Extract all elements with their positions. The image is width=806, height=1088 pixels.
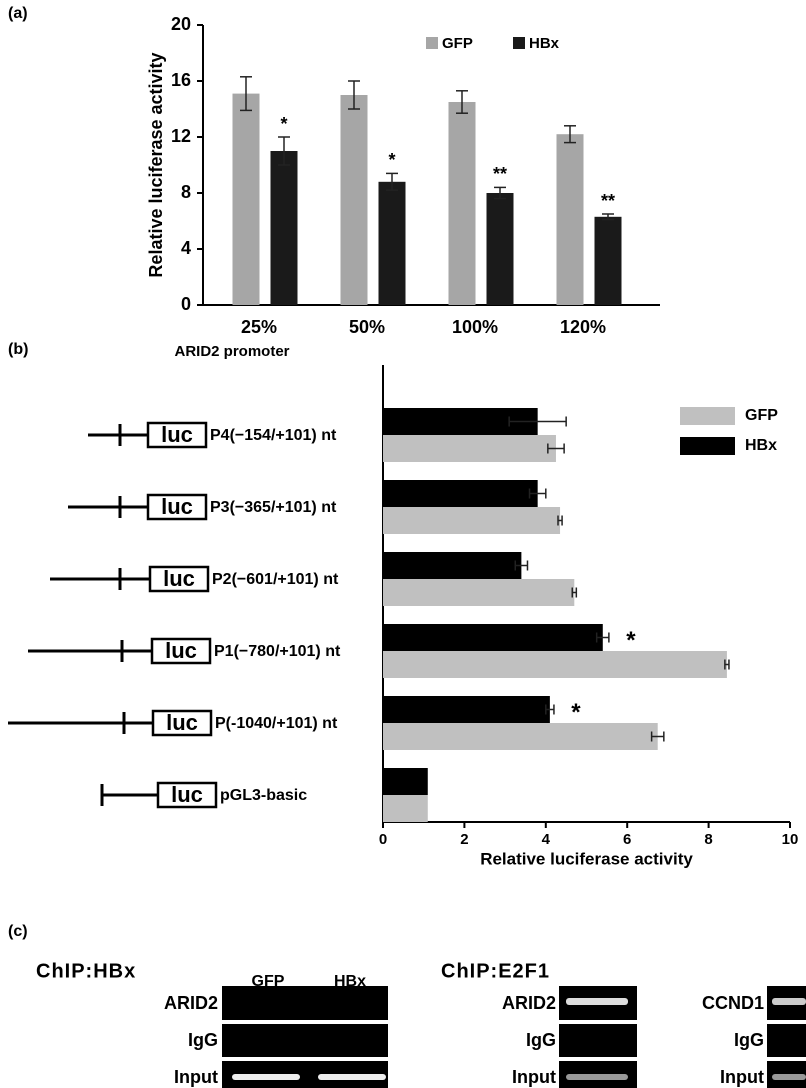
construct-label: luc <box>161 422 193 447</box>
annotation: * <box>280 114 287 134</box>
y-tick-label: P4(−154/+101) nt <box>210 427 337 444</box>
y-tick-label: 4 <box>181 238 191 258</box>
gel-band <box>772 998 806 1005</box>
bar <box>233 94 260 305</box>
y-tick-label: 16 <box>171 70 191 90</box>
x-tick-label: 10 <box>782 831 799 848</box>
construct-label: luc <box>166 710 198 735</box>
annotation: * <box>388 150 395 170</box>
y-tick-label: P2(−601/+101) nt <box>212 571 339 588</box>
bar <box>383 768 428 795</box>
annotation: * <box>626 627 636 654</box>
gel-row: IgG <box>188 1030 218 1050</box>
x-axis-label: Relative luciferase activity <box>480 849 693 868</box>
panel-label: (a) <box>8 5 28 22</box>
construct-label: luc <box>163 566 195 591</box>
x-tick-label: 25% <box>241 317 277 337</box>
gel-row: CCND1 <box>702 993 764 1013</box>
legend-swatch <box>426 37 438 49</box>
y-tick-label: P1(−780/+101) nt <box>214 643 341 660</box>
annotation: ** <box>493 164 507 184</box>
x-tick-label: 50% <box>349 317 385 337</box>
legend-label: GFP <box>745 407 778 424</box>
legend-label: GFP <box>442 35 473 52</box>
legend-label: HBx <box>745 437 777 454</box>
gel-title: ChIP:HBx <box>36 960 136 982</box>
y-tick-label: P(-1040/+101) nt <box>215 715 338 732</box>
gel-band <box>772 1074 806 1080</box>
gel-row: ARID2 <box>502 993 556 1013</box>
x-tick-label: 0 <box>379 831 387 848</box>
x-tick-label: 8 <box>704 831 712 848</box>
gel-band <box>566 998 628 1005</box>
y-tick-label: pGL3-basic <box>220 787 307 804</box>
bar <box>595 217 622 305</box>
bar <box>383 723 658 750</box>
y-tick-label: P3(−365/+101) nt <box>210 499 337 516</box>
construct-label: luc <box>171 782 203 807</box>
x-tick-label: 120% <box>560 317 606 337</box>
x-tick-label: 4 <box>542 831 551 848</box>
y-tick-label: 12 <box>171 126 191 146</box>
bar <box>383 435 556 462</box>
subtitle: ARID2 promoter <box>174 343 289 360</box>
construct-label: luc <box>165 638 197 663</box>
annotation: * <box>571 699 581 726</box>
x-tick-label: 2 <box>460 831 468 848</box>
legend-swatch <box>680 437 735 455</box>
bar <box>449 102 476 305</box>
x-tick-label: 6 <box>623 831 631 848</box>
annotation: ** <box>601 191 615 211</box>
gel-row: IgG <box>526 1030 556 1050</box>
bar <box>341 95 368 305</box>
bar <box>383 552 521 579</box>
construct-label: luc <box>161 494 193 519</box>
gel-row: Input <box>512 1067 556 1087</box>
bar <box>383 480 538 507</box>
panel-label: (b) <box>8 341 28 358</box>
legend-swatch <box>513 37 525 49</box>
y-tick-label: 0 <box>181 294 191 314</box>
bar <box>557 134 584 305</box>
gel-row: Input <box>720 1067 764 1087</box>
gel-title: ChIP:E2F1 <box>441 960 550 982</box>
gel-row: IgG <box>734 1030 764 1050</box>
gel-lane <box>222 1024 388 1057</box>
figure: (a) (b) ARID2 promoter (c) ChIP:HBx GFP … <box>0 0 806 1088</box>
bar <box>383 507 560 534</box>
bar <box>271 151 298 305</box>
gel-band <box>232 1074 300 1080</box>
bar <box>383 624 603 651</box>
y-tick-label: 20 <box>171 14 191 34</box>
bar <box>383 696 550 723</box>
bar <box>383 651 727 678</box>
gel-lane <box>559 1024 637 1057</box>
y-tick-label: 8 <box>181 182 191 202</box>
gel-row: ARID2 <box>164 993 218 1013</box>
x-tick-label: 100% <box>452 317 498 337</box>
bar <box>379 182 406 305</box>
legend-label: HBx <box>529 35 560 52</box>
gel-band <box>318 1074 386 1080</box>
y-axis-label: Relative luciferase activity <box>146 52 166 277</box>
gel-band <box>566 1074 628 1080</box>
bar <box>383 579 574 606</box>
bar <box>383 795 428 822</box>
gel-lane <box>222 986 388 1020</box>
gel-row: Input <box>174 1067 218 1087</box>
gel-lane <box>767 1024 806 1057</box>
bar <box>487 193 514 305</box>
legend-swatch <box>680 407 735 425</box>
panel-label: (c) <box>8 923 28 940</box>
